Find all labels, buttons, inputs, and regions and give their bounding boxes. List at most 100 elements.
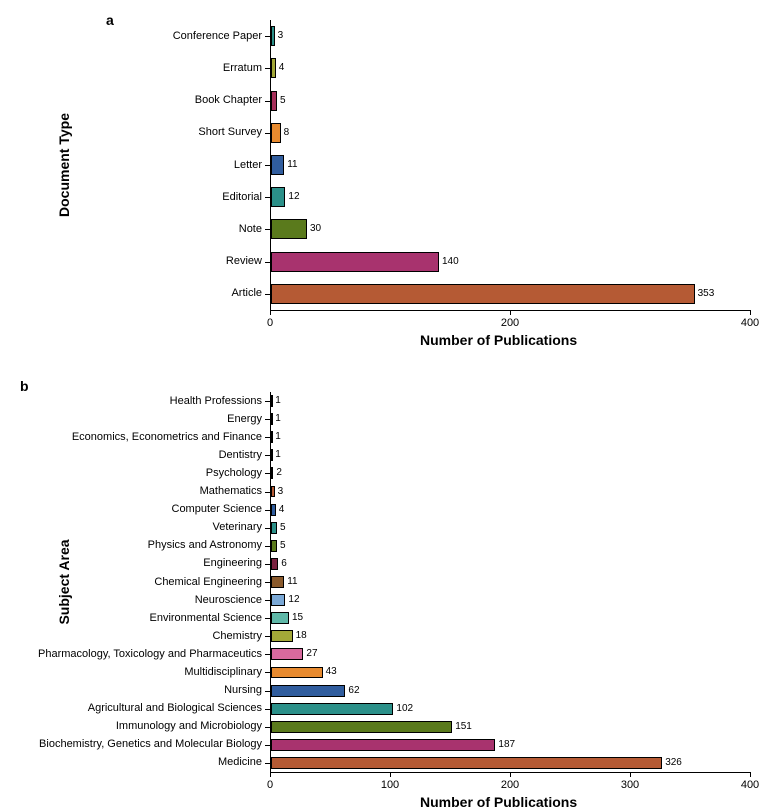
bar-value-label: 1 bbox=[275, 395, 281, 406]
bar bbox=[271, 612, 289, 624]
bar-value-label: 18 bbox=[296, 630, 307, 641]
category-label: Book Chapter bbox=[195, 94, 262, 106]
bar-value-label: 2 bbox=[276, 467, 282, 478]
bar-value-label: 62 bbox=[348, 685, 359, 696]
category-label: Review bbox=[226, 255, 262, 267]
y-tick bbox=[265, 165, 270, 166]
bar bbox=[271, 739, 495, 751]
bar bbox=[271, 155, 284, 175]
bar bbox=[271, 703, 393, 715]
bar-value-label: 353 bbox=[698, 288, 715, 299]
bar bbox=[271, 504, 276, 516]
category-label: Short Survey bbox=[198, 126, 262, 138]
y-tick bbox=[265, 636, 270, 637]
bar bbox=[271, 187, 285, 207]
x-tick-label: 100 bbox=[381, 779, 399, 791]
x-tick-label: 200 bbox=[501, 779, 519, 791]
bar bbox=[271, 685, 345, 697]
y-tick bbox=[265, 600, 270, 601]
bar bbox=[271, 26, 275, 46]
y-tick bbox=[265, 564, 270, 565]
category-label: Conference Paper bbox=[173, 30, 262, 42]
y-tick bbox=[265, 727, 270, 728]
category-label: Engineering bbox=[203, 557, 262, 569]
y-tick bbox=[265, 582, 270, 583]
bar-value-label: 3 bbox=[278, 486, 284, 497]
bar bbox=[271, 58, 276, 78]
bar bbox=[271, 667, 323, 679]
x-tick-label: 400 bbox=[741, 779, 759, 791]
y-tick bbox=[265, 528, 270, 529]
bar-value-label: 43 bbox=[326, 666, 337, 677]
x-tick bbox=[510, 772, 511, 777]
bar-value-label: 1 bbox=[275, 449, 281, 460]
y-tick bbox=[265, 36, 270, 37]
bar bbox=[271, 757, 662, 769]
category-label: Psychology bbox=[206, 467, 262, 479]
y-tick bbox=[265, 68, 270, 69]
bar-value-label: 30 bbox=[310, 223, 321, 234]
bar-value-label: 12 bbox=[288, 191, 299, 202]
bar bbox=[271, 123, 281, 143]
bar bbox=[271, 540, 277, 552]
bar-value-label: 12 bbox=[288, 594, 299, 605]
y-tick bbox=[265, 672, 270, 673]
x-tick bbox=[510, 310, 511, 315]
panel-b-y-axis-title: Subject Area bbox=[56, 522, 72, 642]
y-tick bbox=[265, 492, 270, 493]
panel-b-label: b bbox=[20, 378, 29, 394]
panel-a-label: a bbox=[106, 12, 114, 28]
bar bbox=[271, 284, 695, 304]
bar bbox=[271, 252, 439, 272]
category-label: Medicine bbox=[218, 756, 262, 768]
bar bbox=[271, 413, 273, 425]
y-tick bbox=[265, 401, 270, 402]
bar bbox=[271, 721, 452, 733]
category-label: Erratum bbox=[223, 62, 262, 74]
y-tick bbox=[265, 546, 270, 547]
bar-value-label: 187 bbox=[498, 739, 515, 750]
y-tick bbox=[265, 262, 270, 263]
y-tick bbox=[265, 133, 270, 134]
category-label: Multidisciplinary bbox=[184, 666, 262, 678]
x-tick-label: 300 bbox=[621, 779, 639, 791]
y-tick bbox=[265, 763, 270, 764]
bar-value-label: 102 bbox=[396, 703, 413, 714]
category-label: Editorial bbox=[222, 191, 262, 203]
y-tick bbox=[265, 473, 270, 474]
bar-value-label: 27 bbox=[306, 648, 317, 659]
bar-value-label: 11 bbox=[287, 576, 297, 587]
panel-b-plot-area bbox=[270, 392, 751, 773]
bar-value-label: 5 bbox=[280, 540, 286, 551]
x-tick bbox=[750, 772, 751, 777]
category-label: Nursing bbox=[224, 684, 262, 696]
category-label: Biochemistry, Genetics and Molecular Bio… bbox=[39, 738, 262, 750]
y-tick bbox=[265, 437, 270, 438]
bar-value-label: 11 bbox=[287, 159, 297, 170]
category-label: Energy bbox=[227, 413, 262, 425]
bar-value-label: 4 bbox=[279, 62, 285, 73]
category-label: Chemistry bbox=[212, 630, 262, 642]
bar bbox=[271, 630, 293, 642]
category-label: Pharmacology, Toxicology and Pharmaceuti… bbox=[38, 648, 262, 660]
category-label: Environmental Science bbox=[149, 612, 262, 624]
bar bbox=[271, 395, 273, 407]
category-label: Agricultural and Biological Sciences bbox=[88, 702, 262, 714]
x-tick bbox=[270, 310, 271, 315]
bar-value-label: 5 bbox=[280, 522, 286, 533]
category-label: Neuroscience bbox=[195, 594, 262, 606]
bar-value-label: 151 bbox=[455, 721, 472, 732]
bar-value-label: 1 bbox=[275, 413, 281, 424]
bar bbox=[271, 522, 277, 534]
bar-value-label: 140 bbox=[442, 256, 459, 267]
y-tick bbox=[265, 229, 270, 230]
category-label: Veterinary bbox=[212, 521, 262, 533]
bar-value-label: 6 bbox=[281, 558, 287, 569]
category-label: Dentistry bbox=[219, 449, 262, 461]
bar bbox=[271, 467, 273, 479]
bar bbox=[271, 91, 277, 111]
panel-a-x-axis-title: Number of Publications bbox=[420, 332, 577, 348]
bar bbox=[271, 431, 273, 443]
category-label: Note bbox=[239, 223, 262, 235]
bar-value-label: 8 bbox=[284, 127, 290, 138]
